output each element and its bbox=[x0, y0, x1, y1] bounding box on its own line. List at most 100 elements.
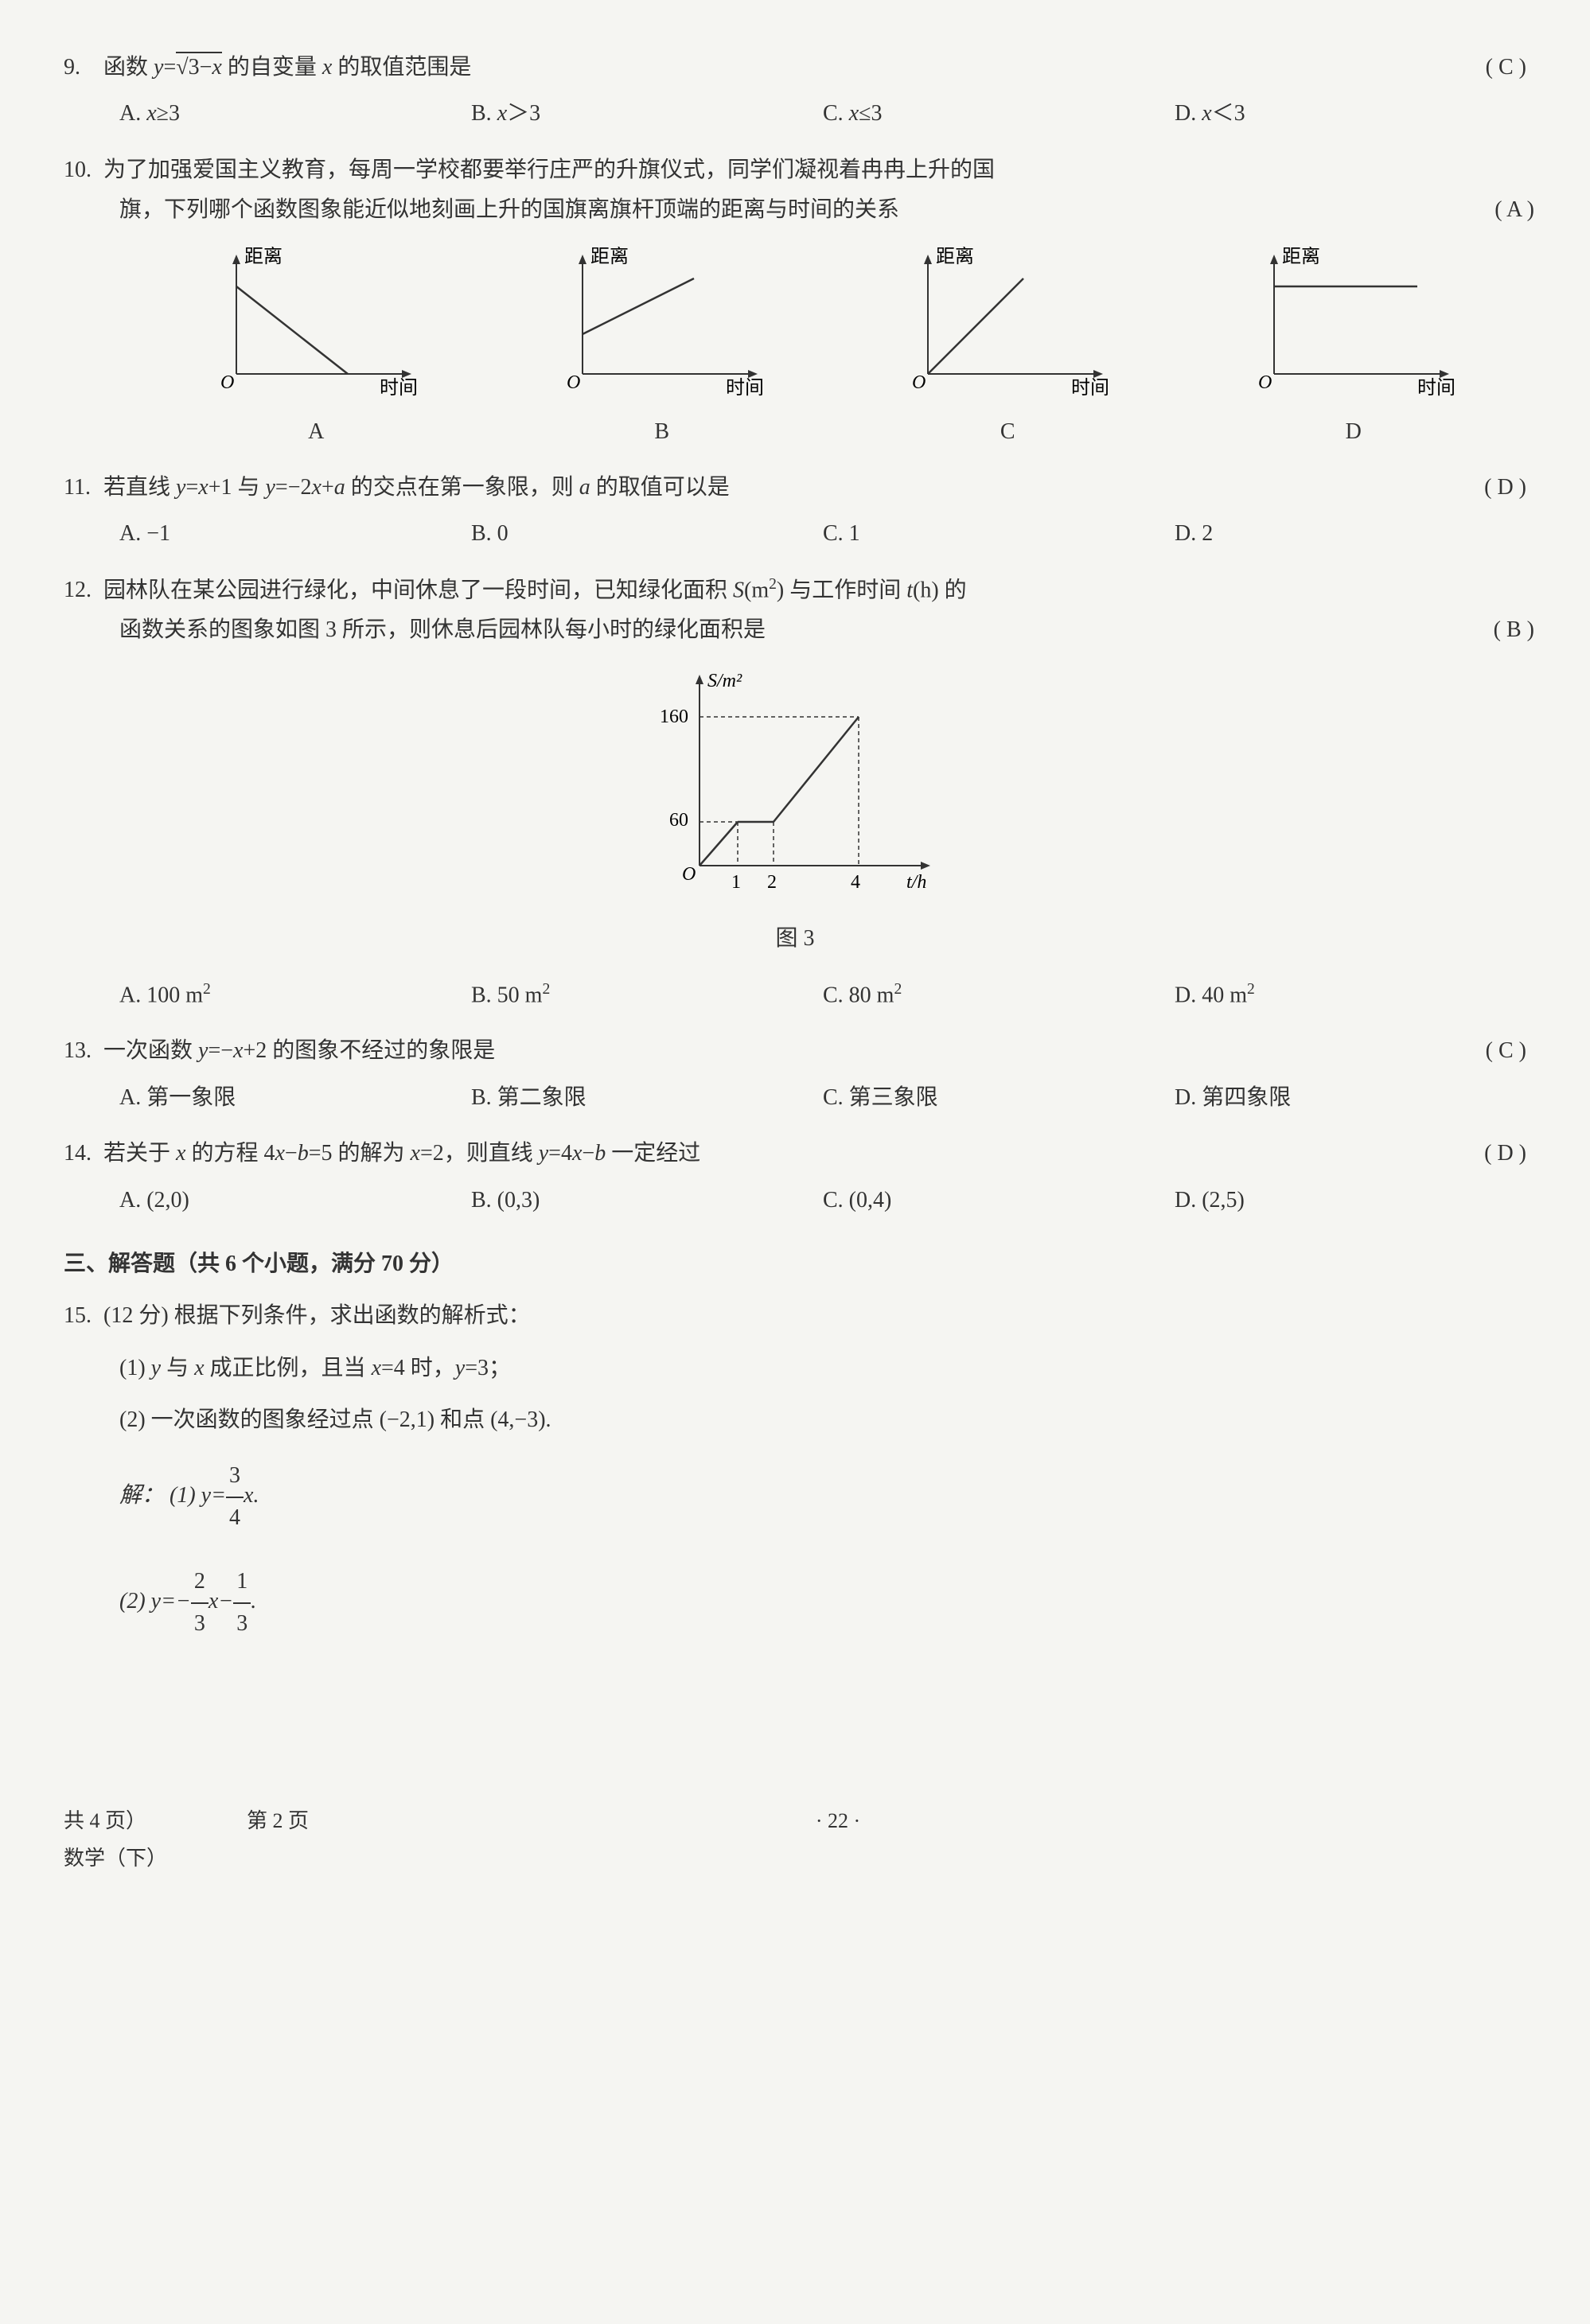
q12-num: 12. bbox=[64, 570, 103, 610]
sol1-num: 3 bbox=[226, 1456, 244, 1497]
axis-y-label: 距离 bbox=[936, 247, 974, 267]
graph-d-label: D bbox=[1242, 412, 1465, 452]
question-13: 13. 一次函数 y=−x+2 的图象不经过的象限是 ( C ) A. 第一象限… bbox=[64, 1031, 1526, 1118]
sol-label: 解： bbox=[119, 1483, 164, 1508]
q11-text: 若直线 y=x+1 与 y=−2x+a 的交点在第一象限，则 a 的取值可以是 bbox=[103, 468, 1526, 508]
origin-label: O bbox=[682, 864, 696, 885]
q14-text: 若关于 x 的方程 4x−b=5 的解为 x=2，则直线 y=4x−b 一定经过 bbox=[103, 1134, 1526, 1174]
q12-svg: S/m² t/h O 160 60 1 2 4 bbox=[628, 667, 962, 905]
question-14: 14. 若关于 x 的方程 4x−b=5 的解为 x=2，则直线 y=4x−b … bbox=[64, 1134, 1526, 1220]
footer-left-bottom: 数学（下） bbox=[64, 1840, 167, 1878]
q11-optC: C. 1 bbox=[823, 514, 1175, 554]
sol2-den2: 3 bbox=[233, 1604, 251, 1644]
q9-optA: A. x≥3 bbox=[119, 94, 471, 134]
q13-optD: D. 第四象限 bbox=[1175, 1078, 1526, 1118]
q13-text: 一次函数 y=−x+2 的图象不经过的象限是 bbox=[103, 1031, 1526, 1071]
q14-optD: D. (2,5) bbox=[1175, 1181, 1526, 1220]
x-1: 1 bbox=[731, 872, 741, 893]
q15-num: 15. bbox=[64, 1296, 103, 1336]
sol1-suffix: x. bbox=[244, 1483, 259, 1508]
q11-answer: ( D ) bbox=[1484, 468, 1526, 508]
q9-num: 9. bbox=[64, 48, 103, 88]
q11-optA: A. −1 bbox=[119, 514, 471, 554]
axis-y-label: 距离 bbox=[1282, 247, 1320, 267]
q14-optB: B. (0,3) bbox=[471, 1181, 823, 1220]
q11-options: A. −1 B. 0 C. 1 D. 2 bbox=[119, 514, 1526, 554]
footer-left-top: 共 4 页） bbox=[64, 1803, 167, 1840]
y-160: 160 bbox=[660, 707, 688, 727]
question-10: 10. 为了加强爱国主义教育，每周一学校都要举行庄严的升旗仪式，同学们凝视着冉冉… bbox=[64, 150, 1526, 452]
q12-optC: C. 80 m2 bbox=[823, 975, 1175, 1016]
graph-a: 距离 时间 O A bbox=[205, 247, 427, 452]
axis-x-label: 时间 bbox=[380, 377, 418, 399]
q13-optA: A. 第一象限 bbox=[119, 1078, 471, 1118]
origin-label: O bbox=[1258, 372, 1272, 393]
origin-label: O bbox=[567, 372, 580, 393]
q13-answer: ( C ) bbox=[1486, 1031, 1526, 1071]
q9-optB: B. x＞3 bbox=[471, 94, 823, 134]
q15-solution: 解： (1) y=34x. (2) y=−23x−13. bbox=[119, 1456, 1526, 1644]
q13-optC: C. 第三象限 bbox=[823, 1078, 1175, 1118]
q14-optA: A. (2,0) bbox=[119, 1181, 471, 1220]
q9-optD: D. x＜3 bbox=[1175, 94, 1526, 134]
axis-y-label: S/m² bbox=[707, 671, 742, 691]
fig-label: 图 3 bbox=[64, 919, 1526, 959]
q14-num: 14. bbox=[64, 1134, 103, 1174]
q10-answer: ( A ) bbox=[1495, 190, 1534, 230]
q14-optC: C. (0,4) bbox=[823, 1181, 1175, 1220]
graph-b-svg: 距离 时间 O bbox=[551, 247, 774, 406]
q15-text: (12 分) 根据下列条件，求出函数的解析式： bbox=[103, 1296, 1526, 1336]
graph-c-svg: 距离 时间 O bbox=[896, 247, 1119, 406]
q11-num: 11. bbox=[64, 468, 103, 508]
q12-graph: S/m² t/h O 160 60 1 2 4 图 3 bbox=[64, 667, 1526, 960]
q10-text2: 旗，下列哪个函数图象能近似地刻画上升的国旗离旗杆顶端的距离与时间的关系 bbox=[119, 197, 899, 222]
q9-optC: C. x≤3 bbox=[823, 94, 1175, 134]
q13-options: A. 第一象限 B. 第二象限 C. 第三象限 D. 第四象限 bbox=[119, 1078, 1526, 1118]
graph-a-label: A bbox=[205, 412, 427, 452]
footer-page-label: 第 2 页 bbox=[247, 1803, 309, 1878]
footer-left: 共 4 页） 数学（下） bbox=[64, 1803, 167, 1878]
axis-x-label: t/h bbox=[906, 872, 926, 893]
q10-text: 为了加强爱国主义教育，每周一学校都要举行庄严的升旗仪式，同学们凝视着冉冉上升的国 bbox=[103, 150, 1526, 190]
axis-y-label: 距离 bbox=[244, 247, 283, 267]
graph-b: 距离 时间 O B bbox=[551, 247, 774, 452]
x-2: 2 bbox=[767, 872, 777, 893]
graph-b-label: B bbox=[551, 412, 774, 452]
section-3-title: 三、解答题（共 6 个小题，满分 70 分） bbox=[64, 1244, 1526, 1284]
x-4: 4 bbox=[851, 872, 860, 893]
q12-answer: ( B ) bbox=[1494, 610, 1534, 650]
origin-label: O bbox=[912, 372, 926, 393]
question-15: 15. (12 分) 根据下列条件，求出函数的解析式： (1) y 与 x 成正… bbox=[64, 1296, 1526, 1644]
sol2-prefix: (2) y=− bbox=[119, 1589, 191, 1614]
q9-text: 函数 y=√3−x 的自变量 x 的取值范围是 bbox=[103, 48, 1526, 88]
q10-graphs: 距离 时间 O A 距离 时间 O B bbox=[143, 247, 1526, 452]
axis-x-label: 时间 bbox=[1071, 377, 1109, 399]
q12-text: 园林队在某公园进行绿化，中间休息了一段时间，已知绿化面积 S(m2) 与工作时间… bbox=[103, 570, 1526, 611]
axis-x-label: 时间 bbox=[1417, 377, 1456, 399]
y-60: 60 bbox=[669, 810, 688, 831]
q12-optB: B. 50 m2 bbox=[471, 975, 823, 1016]
sol2-num1: 2 bbox=[191, 1562, 208, 1603]
q15-sub2: (2) 一次函数的图象经过点 (−2,1) 和点 (4,−3). bbox=[119, 1400, 1526, 1440]
page-footer: 共 4 页） 数学（下） 第 2 页 · 22 · bbox=[64, 1803, 1526, 1878]
axis-y-label: 距离 bbox=[590, 247, 629, 267]
graph-c-label: C bbox=[896, 412, 1119, 452]
graph-d-svg: 距离 时间 O bbox=[1242, 247, 1465, 406]
footer-center: · 22 · bbox=[309, 1803, 1367, 1878]
q12-optD: D. 40 m2 bbox=[1175, 975, 1526, 1016]
q12-text2: 函数关系的图象如图 3 所示，则休息后园林队每小时的绿化面积是 bbox=[119, 617, 766, 642]
origin-label: O bbox=[220, 372, 234, 393]
q9-options: A. x≥3 B. x＞3 C. x≤3 D. x＜3 bbox=[119, 94, 1526, 134]
q14-answer: ( D ) bbox=[1484, 1134, 1526, 1174]
q12-optA: A. 100 m2 bbox=[119, 975, 471, 1016]
graph-c: 距离 时间 O C bbox=[896, 247, 1119, 452]
q11-optB: B. 0 bbox=[471, 514, 823, 554]
q13-optB: B. 第二象限 bbox=[471, 1078, 823, 1118]
graph-d: 距离 时间 O D bbox=[1242, 247, 1465, 452]
question-12: 12. 园林队在某公园进行绿化，中间休息了一段时间，已知绿化面积 S(m2) 与… bbox=[64, 570, 1526, 1016]
graph-a-svg: 距离 时间 O bbox=[205, 247, 427, 406]
sol2-mid: x− bbox=[208, 1589, 233, 1614]
sol1-den: 4 bbox=[226, 1498, 244, 1538]
q14-options: A. (2,0) B. (0,3) C. (0,4) D. (2,5) bbox=[119, 1181, 1526, 1220]
axis-x-label: 时间 bbox=[726, 377, 764, 399]
